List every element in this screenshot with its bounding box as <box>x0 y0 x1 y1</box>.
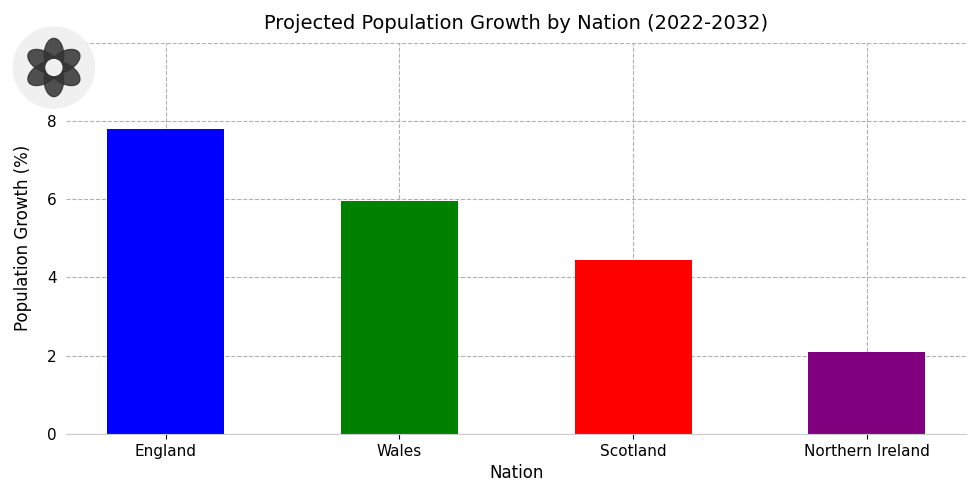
Circle shape <box>14 27 94 108</box>
Polygon shape <box>27 62 59 85</box>
Bar <box>808 352 925 434</box>
Circle shape <box>46 60 62 75</box>
Polygon shape <box>49 50 80 73</box>
Title: Projected Population Growth by Nation (2022-2032): Projected Population Growth by Nation (2… <box>265 14 768 33</box>
Polygon shape <box>49 62 80 85</box>
Polygon shape <box>27 50 59 73</box>
Y-axis label: Population Growth (%): Population Growth (%) <box>14 145 32 331</box>
Polygon shape <box>44 38 64 72</box>
Bar <box>574 260 692 434</box>
X-axis label: Nation: Nation <box>489 464 544 482</box>
Polygon shape <box>44 63 64 97</box>
Bar <box>108 129 224 434</box>
Bar <box>341 201 458 434</box>
